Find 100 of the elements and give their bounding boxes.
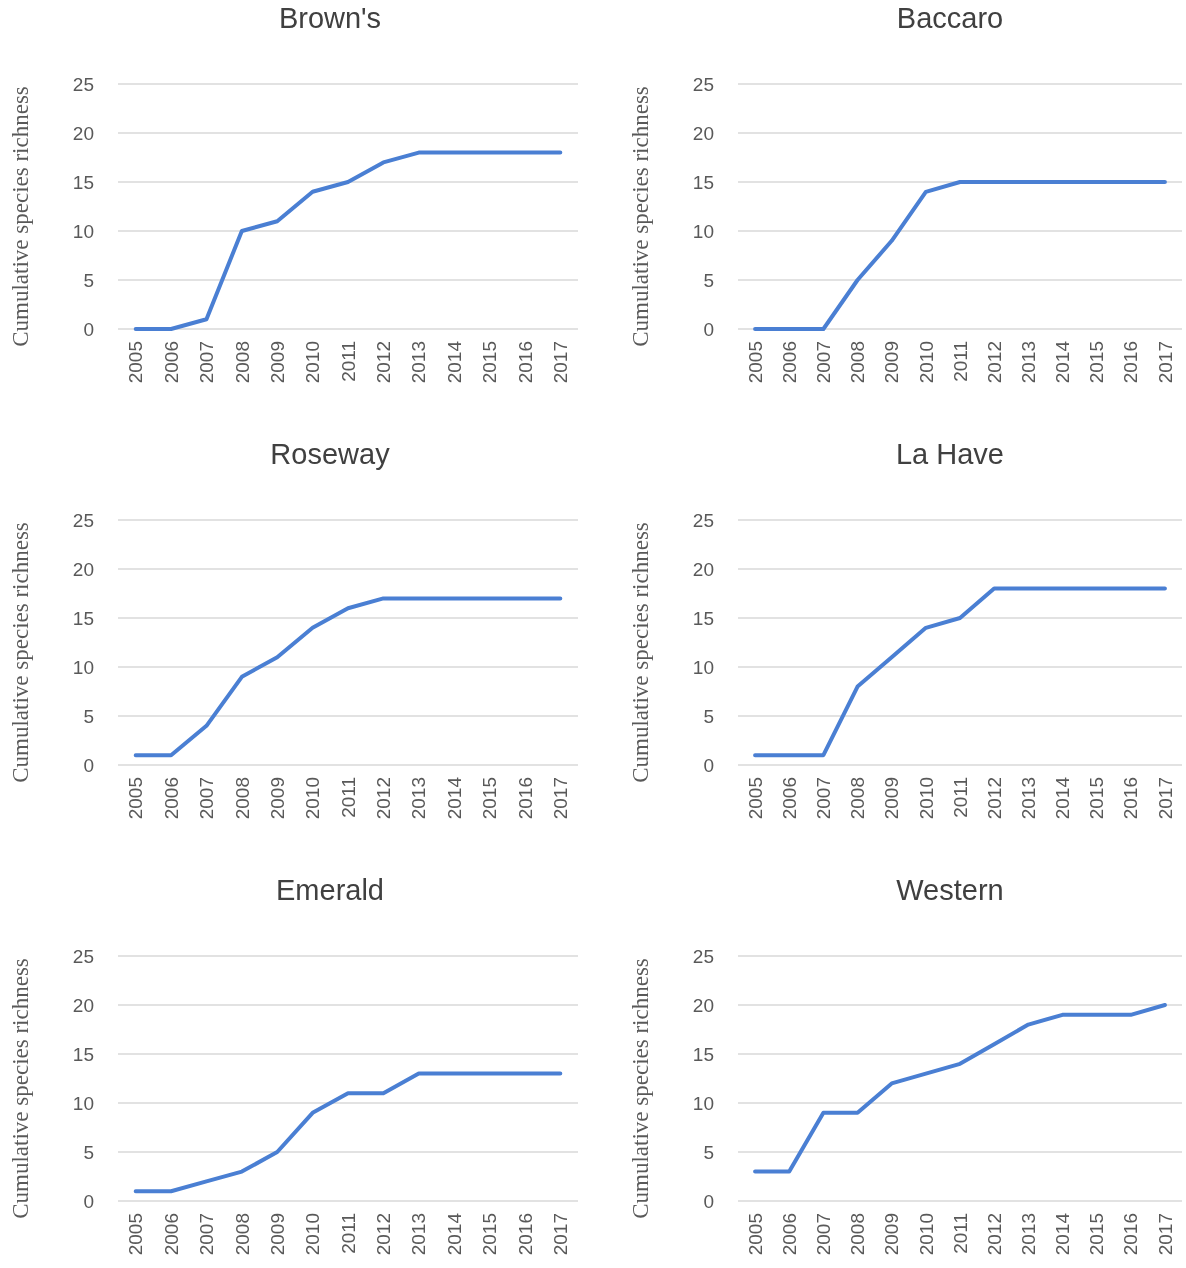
- x-tick-label: 2011: [337, 777, 359, 818]
- x-tick-label: 2011: [337, 1213, 359, 1254]
- chart-title: La Have: [895, 438, 1005, 470]
- x-tick-label: 2012: [983, 1213, 1005, 1256]
- x-tick-label: 2007: [813, 777, 835, 820]
- y-tick-label: 20: [72, 122, 94, 144]
- x-tick-label: 2014: [1052, 776, 1074, 820]
- y-tick-label: 15: [692, 607, 714, 629]
- y-axis-title: Cumulative species richness: [628, 522, 653, 783]
- y-tick-label: 25: [692, 945, 714, 967]
- x-tick-label: 2007: [196, 1213, 218, 1256]
- x-tick-label: 2013: [408, 777, 430, 820]
- x-tick-label: 2009: [881, 341, 903, 384]
- x-tick-label: 2009: [881, 777, 903, 820]
- y-tick-label: 10: [692, 1092, 714, 1114]
- x-tick-label: 2014: [443, 776, 465, 820]
- chart-title: Western: [896, 874, 1004, 906]
- x-tick-label: 2010: [915, 341, 937, 384]
- x-tick-label: 2010: [915, 777, 937, 820]
- x-tick-label: 2015: [1086, 1213, 1108, 1256]
- x-tick-label: 2016: [1120, 341, 1142, 384]
- x-tick-label: 2005: [744, 1213, 766, 1256]
- line-series: [753, 180, 1167, 331]
- y-tick-label: 15: [72, 607, 94, 629]
- x-tick-label: 2008: [231, 341, 253, 384]
- x-tick-label: 2015: [1086, 341, 1108, 384]
- y-tick-label: 20: [692, 994, 714, 1016]
- x-tick-label: 2011: [949, 341, 971, 382]
- y-tick-label: 5: [83, 269, 94, 291]
- x-tick-label: 2012: [373, 1213, 395, 1256]
- x-tick-label: 2005: [744, 341, 766, 384]
- y-tick-label: 10: [692, 656, 714, 678]
- x-tick-label: 2008: [847, 777, 869, 820]
- y-tick-label: 25: [692, 509, 714, 531]
- x-tick-label: 2010: [915, 1213, 937, 1256]
- x-tick-label: 2014: [1052, 1212, 1074, 1256]
- y-tick-label: 15: [72, 171, 94, 193]
- x-tick-label: 2011: [949, 1213, 971, 1254]
- x-tick-label: 2006: [160, 341, 182, 384]
- chart-title: Brown's: [278, 2, 382, 34]
- y-tick-label: 15: [692, 1043, 714, 1065]
- y-axis-title: Cumulative species richness: [628, 86, 653, 347]
- line-series: [133, 596, 563, 758]
- y-tick-label: 25: [72, 73, 94, 95]
- x-tick-label: 2009: [266, 777, 288, 820]
- x-tick-label: 2007: [196, 341, 218, 384]
- y-tick-label: 5: [703, 269, 714, 291]
- x-tick-label: 2009: [881, 1213, 903, 1256]
- x-tick-label: 2016: [1120, 777, 1142, 820]
- x-tick-label: 2017: [1154, 777, 1176, 820]
- y-tick-label: 25: [72, 509, 94, 531]
- x-tick-label: 2015: [479, 341, 501, 384]
- x-tick-label: 2010: [302, 341, 324, 384]
- x-tick-label: 2011: [949, 777, 971, 818]
- x-tick-label: 2015: [1086, 777, 1108, 820]
- x-tick-label: 2005: [125, 1213, 147, 1256]
- y-tick-label: 5: [703, 1141, 714, 1163]
- y-tick-label: 0: [703, 754, 714, 776]
- x-tick-label: 2006: [778, 341, 800, 384]
- x-tick-label: 2012: [373, 777, 395, 820]
- x-tick-label: 2013: [1017, 1213, 1039, 1256]
- x-tick-label: 2013: [1017, 341, 1039, 384]
- x-tick-label: 2012: [373, 341, 395, 384]
- line-series: [133, 150, 563, 331]
- x-tick-label: 2013: [1017, 777, 1039, 820]
- x-tick-label: 2005: [125, 777, 147, 820]
- y-tick-label: 5: [83, 705, 94, 727]
- y-axis-title: Cumulative species richness: [8, 86, 33, 347]
- x-tick-label: 2017: [549, 341, 571, 384]
- x-tick-label: 2008: [231, 777, 253, 820]
- y-tick-label: 20: [72, 558, 94, 580]
- x-tick-label: 2009: [266, 341, 288, 384]
- x-tick-label: 2013: [408, 341, 430, 384]
- y-tick-label: 0: [703, 1190, 714, 1212]
- y-tick-label: 15: [72, 1043, 94, 1065]
- y-tick-label: 15: [692, 171, 714, 193]
- y-axis-title: Cumulative species richness: [628, 958, 653, 1219]
- x-tick-label: 2016: [514, 1213, 536, 1256]
- y-tick-label: 0: [83, 1190, 94, 1212]
- x-tick-label: 2017: [549, 1213, 571, 1256]
- line-series: [753, 586, 1167, 758]
- line-series: [753, 1003, 1167, 1174]
- x-tick-label: 2016: [514, 341, 536, 384]
- x-tick-label: 2012: [983, 341, 1005, 384]
- y-tick-label: 20: [692, 122, 714, 144]
- x-tick-label: 2017: [1154, 1213, 1176, 1256]
- y-tick-label: 5: [703, 705, 714, 727]
- x-tick-label: 2006: [160, 1213, 182, 1256]
- y-tick-label: 5: [83, 1141, 94, 1163]
- x-tick-label: 2014: [443, 340, 465, 384]
- x-tick-label: 2006: [778, 777, 800, 820]
- x-tick-label: 2016: [514, 777, 536, 820]
- y-tick-label: 20: [692, 558, 714, 580]
- x-tick-label: 2012: [983, 777, 1005, 820]
- chart-title: Baccaro: [896, 2, 1004, 34]
- x-tick-label: 2009: [266, 1213, 288, 1256]
- y-tick-label: 25: [72, 945, 94, 967]
- x-tick-label: 2011: [337, 341, 359, 382]
- y-tick-label: 0: [83, 754, 94, 776]
- x-tick-label: 2005: [125, 341, 147, 384]
